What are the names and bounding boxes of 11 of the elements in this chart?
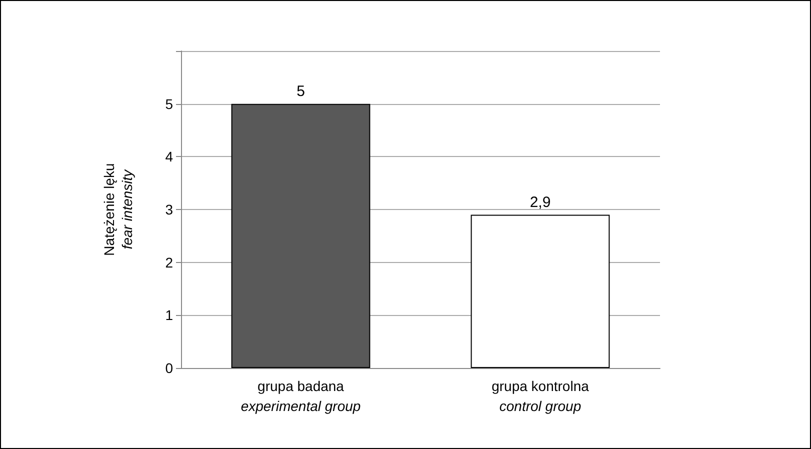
data-label: 5 (296, 82, 305, 100)
y-tick-label: 3 (165, 202, 174, 218)
y-axis-title: Natężenie lęku fear intensity (101, 163, 135, 256)
y-tick-label: 2 (165, 254, 174, 270)
y-tick-label: 4 (165, 148, 174, 165)
x-tick-label: grupa badana experimental group (240, 378, 361, 414)
data-label: 2,9 (530, 194, 551, 211)
x-tick-label: grupa kontrolna control group (492, 378, 590, 414)
y-tick-label: 0 (165, 360, 174, 376)
y-tick-label: 1 (165, 307, 174, 324)
y-tick-label: 5 (165, 96, 174, 112)
